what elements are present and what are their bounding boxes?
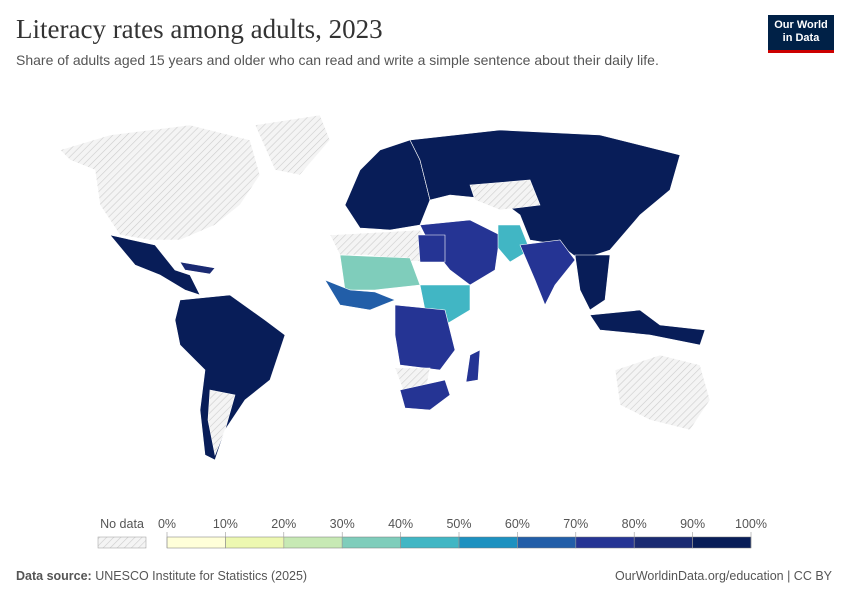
west-africa [324,279,396,311]
legend-tick-label: 0% [158,517,176,531]
legend-bin [283,536,343,549]
legend: No data 0% 10% 20% 30% 40% 50% 60% 70% 80% 90% 100… [97,517,767,549]
pakistan [497,224,531,263]
source: Data source: UNESCO Institute for Statis… [16,569,307,583]
legend-bin [692,536,752,549]
link[interactable]: OurWorldinData.org/education | CC BY [614,569,832,583]
mexico [109,234,201,296]
source-label: Data source: [16,569,92,583]
legend-bin [575,536,635,549]
no-data-label: No data [100,517,144,531]
legend-bin [341,536,401,549]
patagonia [207,389,236,457]
source-text: UNESCO Institute for Statistics (2025) [95,569,308,583]
greenland [254,114,331,176]
caribbean [179,261,216,275]
central-africa [394,304,456,371]
legend-tick-label: 80% [622,517,647,531]
subtitle: Share of adults aged 15 years and older … [16,52,659,68]
legend-bin [633,536,693,549]
logo[interactable]: Our World in Data [768,15,834,53]
legend-tick-label: 40% [388,517,413,531]
legend-bin [166,536,226,549]
legend-bin [225,536,285,549]
countries [59,114,711,461]
egypt [417,234,446,263]
legend-bin [458,536,518,549]
logo-line: Our World [774,19,828,31]
legend-tick-label: 10% [213,517,238,531]
legend-tick-label: 100% [735,517,767,531]
no-data-swatch [97,536,147,549]
south-america [174,294,286,461]
legend-tick-label: 30% [330,517,355,531]
legend-bin [400,536,460,549]
central-asia [469,179,541,211]
logo-line: in Data [782,32,820,44]
title: Literacy rates among adults, 2023 [16,14,383,44]
madagascar [465,349,481,383]
indonesia [589,309,706,346]
legend-tick-label: 20% [271,517,296,531]
legend-tick-label: 90% [680,517,705,531]
australia [614,354,711,431]
india [519,239,576,306]
south-africa [399,379,451,411]
se-asia [574,254,611,311]
legend-tick-label: 70% [563,517,588,531]
legend-tick-label: 60% [505,517,530,531]
north-america [59,124,261,241]
legend-tick-label: 50% [446,517,471,531]
russia-asia [409,129,681,261]
legend-bin [517,536,577,549]
sahel [339,254,421,291]
